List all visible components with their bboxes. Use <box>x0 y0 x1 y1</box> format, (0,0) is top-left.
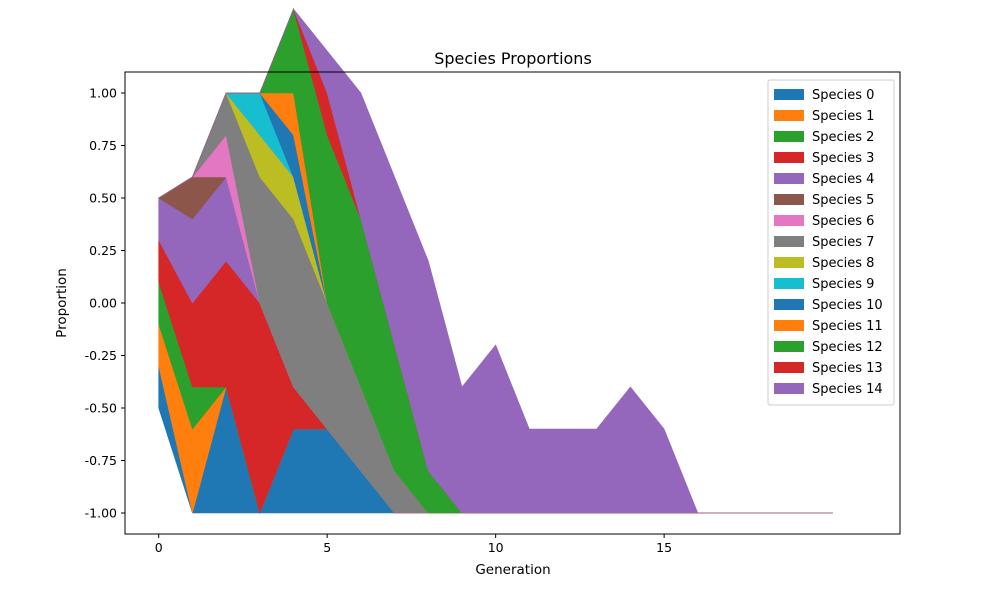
legend-label: Species 9 <box>812 277 874 292</box>
legend-swatch <box>774 320 804 331</box>
y-tick-label: -0.25 <box>85 348 117 363</box>
legend-label: Species 6 <box>812 214 874 229</box>
x-tick-label: 5 <box>323 540 331 555</box>
legend-label: Species 8 <box>812 256 874 271</box>
legend-label: Species 1 <box>812 109 874 124</box>
legend-swatch <box>774 257 804 268</box>
legend-label: Species 7 <box>812 235 874 250</box>
stacked-areas <box>158 8 833 514</box>
x-tick-label: 10 <box>488 540 504 555</box>
legend-label: Species 3 <box>812 151 874 166</box>
y-tick-label: -0.50 <box>85 401 117 416</box>
legend-swatch <box>774 89 804 100</box>
legend-label: Species 0 <box>812 88 874 103</box>
legend-swatch <box>774 278 804 289</box>
legend-label: Species 2 <box>812 130 874 145</box>
legend-swatch <box>774 173 804 184</box>
legend: Species 0 Species 1 Species 2 Species 3 Spec… <box>767 79 895 406</box>
legend-swatch <box>774 110 804 121</box>
legend-swatch <box>774 383 804 394</box>
x-axis-label: Generation <box>475 562 550 578</box>
y-tick-label: 0.50 <box>89 191 117 206</box>
y-tick-label: -1.00 <box>85 506 117 521</box>
legend-label: Species 13 <box>812 361 883 376</box>
legend-label: Species 4 <box>812 172 874 187</box>
legend-label: Species 10 <box>812 298 883 313</box>
legend-label: Species 11 <box>812 319 883 334</box>
legend-swatch <box>774 299 804 310</box>
y-tick-label: 0.75 <box>89 138 117 153</box>
chart-title: Species Proportions <box>434 49 592 68</box>
legend-swatch <box>774 362 804 373</box>
legend-swatch <box>774 194 804 205</box>
y-tick-label: 0.00 <box>89 296 117 311</box>
area-species-14 <box>158 8 833 514</box>
y-tick-label: -0.75 <box>85 453 117 468</box>
legend-label: Species 14 <box>812 382 883 397</box>
y-axis-label: Proportion <box>54 268 70 338</box>
legend-swatch <box>774 131 804 142</box>
legend-label: Species 5 <box>812 193 874 208</box>
legend-swatch <box>774 215 804 226</box>
y-tick-label: 1.00 <box>89 86 117 101</box>
legend-swatch <box>774 236 804 247</box>
x-axis-ticks: 0 5 10 15 <box>155 534 672 555</box>
x-tick-label: 0 <box>155 540 163 555</box>
legend-swatch <box>774 341 804 352</box>
x-tick-label: 15 <box>656 540 672 555</box>
y-tick-label: 0.25 <box>89 243 117 258</box>
legend-swatch <box>774 152 804 163</box>
y-axis-ticks: -1.00 -0.75 -0.50 -0.25 0.00 0.25 0.50 0.75 1.00 <box>85 86 125 521</box>
legend-label: Species 12 <box>812 340 883 355</box>
